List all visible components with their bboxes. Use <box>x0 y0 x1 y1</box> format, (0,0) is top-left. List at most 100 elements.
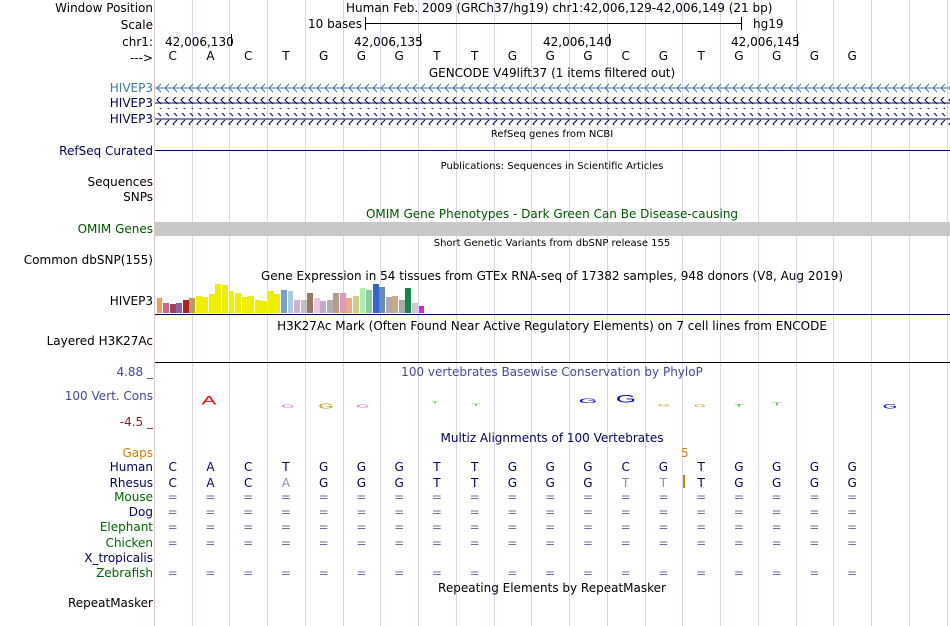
gtex-tissue-bar[interactable] <box>372 284 379 313</box>
gtex-tissue-bar[interactable] <box>182 300 189 313</box>
alignment-base: G <box>507 476 518 490</box>
refseq-gene-line[interactable] <box>155 150 950 151</box>
alignment-base: = <box>582 536 593 550</box>
gtex-tissue-bar[interactable] <box>156 298 163 313</box>
gtex-tissue-bar[interactable] <box>353 296 359 313</box>
gap-count: 5 <box>681 446 689 460</box>
gtex-tissue-bar[interactable] <box>195 296 202 313</box>
gtex-tissue-bar[interactable] <box>222 285 228 313</box>
gtex-tissue-bar[interactable] <box>405 288 412 313</box>
alignment-base: = <box>809 566 820 580</box>
base-gridline <box>947 0 948 626</box>
alignment-base: = <box>809 505 820 519</box>
h3k27ac-label[interactable]: Layered H3K27Ac <box>46 334 153 348</box>
alignment-base: = <box>582 505 593 519</box>
species-label[interactable]: Dog <box>128 505 153 519</box>
gtex-tissue-bar[interactable] <box>280 290 287 313</box>
publications-label[interactable]: SNPs <box>123 190 153 204</box>
gtex-tissue-bar[interactable] <box>294 300 300 313</box>
gtex-tissue-bar[interactable] <box>267 291 274 313</box>
gtex-tissue-bar[interactable] <box>379 287 386 313</box>
gtex-tissue-bar[interactable] <box>215 284 222 313</box>
gtex-tissue-bar[interactable] <box>208 294 215 313</box>
gtex-tissue-bar[interactable] <box>169 304 176 313</box>
species-label[interactable]: Elephant <box>99 520 153 534</box>
gencode-transcripts[interactable] <box>155 82 950 126</box>
phylop-logo[interactable]: A G G G T T G G G G T T G <box>155 385 950 420</box>
gtex-tissue-bar[interactable] <box>254 300 261 313</box>
alignment-base: = <box>280 566 291 580</box>
alignment-base: G <box>583 476 593 490</box>
species-label[interactable]: Chicken <box>105 536 153 550</box>
gtex-tissue-bar[interactable] <box>339 293 346 313</box>
reference-base: G <box>772 49 782 63</box>
gtex-tissue-bar[interactable] <box>176 303 183 313</box>
repeatmasker-label[interactable]: RepeatMasker <box>67 596 153 610</box>
gaps-label[interactable]: Gaps <box>122 446 153 460</box>
window-position-label: Window Position <box>55 1 153 15</box>
phylop-label[interactable]: 100 Vert. Cons <box>64 389 153 403</box>
species-label[interactable]: Zebrafish <box>96 566 153 580</box>
gtex-tissue-bar[interactable] <box>359 288 366 313</box>
gtex-tissue-bar[interactable] <box>287 291 294 313</box>
alignment-base: G <box>394 460 404 474</box>
omim-phenotype-bar[interactable] <box>155 222 950 236</box>
alignment-base: T <box>433 476 441 490</box>
alignment-base: = <box>771 536 782 550</box>
alignment-base: C <box>243 476 253 490</box>
publications-label[interactable]: Sequences <box>87 175 153 189</box>
gtex-tissue-bar[interactable] <box>189 298 196 313</box>
gtex-tissue-bar[interactable] <box>346 298 353 313</box>
alignment-base: A <box>281 476 291 490</box>
dbsnp-label[interactable]: Common dbSNP(155) <box>23 253 153 267</box>
alignment-base: G <box>772 476 782 490</box>
alignment-base: = <box>205 536 216 550</box>
gtex-tissue-bar[interactable] <box>326 300 333 313</box>
base-gridline <box>380 0 381 626</box>
gtex-tissue-bar[interactable] <box>333 293 340 313</box>
coordinate-tick-label: 42,006,135 <box>354 35 423 49</box>
gtex-tissue-bar[interactable] <box>392 296 399 313</box>
gtex-tissue-bar[interactable] <box>418 306 425 313</box>
species-label[interactable]: Mouse <box>114 490 153 504</box>
gtex-tissue-bar[interactable] <box>235 293 242 313</box>
gtex-tissue-bar[interactable] <box>261 301 268 313</box>
refseq-label[interactable]: RefSeq Curated <box>59 144 153 158</box>
gtex-tissue-bar[interactable] <box>241 297 248 313</box>
alignment-base: T <box>622 476 630 490</box>
gtex-tissue-bar[interactable] <box>228 291 235 313</box>
gencode-item-label[interactable]: HIVEP3 <box>109 96 153 110</box>
gtex-tissue-bar[interactable] <box>398 300 405 313</box>
gencode-item-label[interactable]: HIVEP3 <box>109 112 153 126</box>
species-label[interactable]: Rhesus <box>109 476 153 490</box>
species-label[interactable]: X_tropicalis <box>84 551 153 565</box>
gtex-tissue-bar[interactable] <box>307 293 314 313</box>
gtex-label[interactable]: HIVEP3 <box>109 294 153 308</box>
alignment-base: = <box>394 536 405 550</box>
alignment-base: G <box>507 460 518 474</box>
alignment-base: = <box>696 505 707 519</box>
gtex-tissue-bar[interactable] <box>411 303 418 313</box>
reference-base: C <box>243 49 253 63</box>
gtex-tissue-bar[interactable] <box>163 303 169 313</box>
alignment-base: = <box>243 566 254 580</box>
species-label[interactable]: Human <box>109 460 153 474</box>
gtex-tissue-bar[interactable] <box>274 294 281 313</box>
reference-base: G <box>658 49 669 63</box>
alignment-base: G <box>734 476 744 490</box>
omim-label[interactable]: OMIM Genes <box>77 222 153 236</box>
alignment-base: C <box>243 460 253 474</box>
gtex-tissue-bar[interactable] <box>300 300 307 313</box>
alignment-base: = <box>356 566 367 580</box>
alignment-base: = <box>318 505 329 519</box>
gtex-tissue-bar[interactable] <box>248 296 255 313</box>
gencode-item-label[interactable]: HIVEP3 <box>109 81 153 95</box>
reference-base: G <box>356 49 367 63</box>
gtex-tissue-bar[interactable] <box>313 298 320 313</box>
gtex-tissue-bar[interactable] <box>320 301 327 313</box>
gtex-tissue-bar[interactable] <box>366 290 373 313</box>
gtex-tissue-bar[interactable] <box>385 297 392 313</box>
gtex-tissue-bar[interactable] <box>202 297 209 313</box>
gap-insertion-marker <box>683 475 685 488</box>
